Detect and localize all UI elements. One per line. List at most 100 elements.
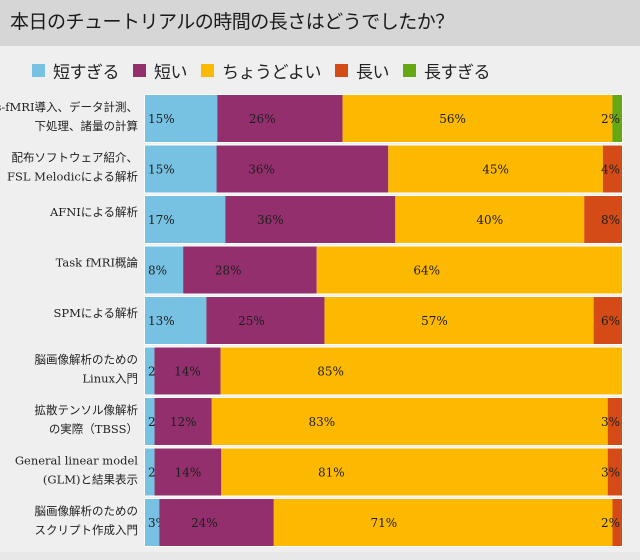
category-label: 配布ソフトウェア紹介、 FSL Melodicによる解析: [7, 151, 138, 184]
category-label: SPMによる解析: [53, 306, 138, 320]
bar-segment: [316, 246, 622, 294]
category-label-line: の実際（TBSS）: [49, 422, 138, 436]
bar-segment: [342, 95, 613, 142]
legend-label: 長すぎる: [424, 62, 491, 83]
legend-item: 長すぎる: [403, 58, 491, 83]
bar-segment: [220, 347, 622, 395]
category-label-line: SPMによる解析: [53, 306, 138, 320]
legend-item: 短すぎる: [32, 58, 120, 83]
value-label: 36%: [257, 213, 284, 227]
category-label: Task fMRI概論: [56, 256, 139, 270]
legend-swatch: [335, 63, 348, 77]
category-label: rs-fMRI導入、データ計測、下処理、諸量の計算: [0, 100, 138, 133]
bar-segment: [607, 448, 622, 496]
value-label: 6%: [601, 314, 620, 328]
bar-segment: [217, 95, 343, 142]
value-label: 71%: [370, 516, 397, 530]
category-label: 拡散テンソル像解析の実際（TBSS）: [35, 403, 139, 436]
bottom-strip: [0, 552, 640, 560]
legend-label: 短い: [154, 62, 188, 83]
bar-segment: [145, 448, 155, 496]
legend-swatch: [201, 63, 214, 77]
bar-segment: [145, 145, 217, 193]
legend-label: 長い: [356, 62, 390, 83]
category-label: General linear model (GLM)と結果表示: [15, 454, 138, 487]
chart-legend: 短すぎる 短い ちょうどよい 長い 長すぎる: [32, 58, 504, 83]
bar-segment: [154, 448, 222, 496]
bar-segment: [206, 297, 325, 344]
category-label-line: 脳画像解析のための: [35, 353, 139, 367]
bar-segment: [154, 347, 221, 395]
category-label-line: (GLM)と結果表示: [43, 473, 138, 487]
value-label: 85%: [317, 365, 344, 379]
bar-segment: [593, 297, 622, 344]
bar-segment: [145, 246, 184, 294]
value-label: 36%: [248, 163, 275, 177]
bar-segment: [395, 196, 585, 243]
category-label-line: rs-fMRI導入、データ計測、: [0, 100, 138, 114]
value-label: 13%: [148, 314, 175, 328]
value-label: 8%: [601, 213, 620, 227]
category-label-line: スクリプト作成入門: [35, 523, 139, 537]
bar-segment: [154, 398, 212, 445]
bar-segment: [216, 145, 389, 193]
value-label: 14%: [175, 466, 202, 480]
value-label: 56%: [439, 112, 466, 126]
bar-segment: [584, 196, 622, 243]
bar-segment: [607, 398, 622, 445]
category-label-line: 下処理、諸量の計算: [35, 119, 139, 133]
category-label: 脳画像解析のためのスクリプト作成入門: [35, 504, 139, 537]
legend-label: 短すぎる: [53, 62, 120, 83]
value-label: 2%: [601, 112, 620, 126]
category-label-line: AFNIによる解析: [49, 205, 138, 219]
legend-item: 長い: [335, 58, 390, 83]
category-label-line: 拡散テンソル像解析: [35, 403, 139, 417]
value-label: 40%: [476, 213, 503, 227]
value-label: 28%: [215, 264, 242, 278]
legend-label: ちょうどよい: [222, 62, 322, 83]
bar-segment: [221, 448, 608, 496]
value-label: 8%: [148, 264, 167, 278]
category-label-line: Linux入門: [82, 372, 138, 386]
value-label: 26%: [249, 112, 276, 126]
chart-title: 本日のチュートリアルの時間の長さはどうでしたか？: [10, 11, 454, 33]
value-label: 64%: [413, 264, 440, 278]
category-label-line: 脳画像解析のための: [35, 504, 139, 518]
value-label: 81%: [318, 466, 345, 480]
chart-header: 本日のチュートリアルの時間の長さはどうでしたか？: [0, 0, 640, 46]
category-label-line: Task fMRI概論: [56, 256, 139, 270]
bar-segment: [145, 196, 226, 243]
bar-segment: [273, 499, 613, 546]
bar-segment: [324, 297, 594, 344]
legend-swatch: [32, 63, 45, 77]
value-label: 25%: [238, 314, 265, 328]
value-label: 83%: [308, 415, 335, 429]
category-label: 脳画像解析のための Linux入門: [35, 353, 139, 386]
legend-swatch: [403, 63, 416, 77]
value-label: 45%: [482, 163, 509, 177]
bar-segment: [145, 398, 155, 445]
bar-segment: [145, 347, 155, 395]
value-label: 15%: [148, 112, 175, 126]
category-label: AFNIによる解析: [49, 205, 138, 219]
bar-segment: [612, 95, 622, 142]
value-label: 57%: [421, 314, 448, 328]
value-label: 3%: [601, 415, 620, 429]
bar-segment: [145, 499, 160, 546]
value-label: 14%: [174, 365, 201, 379]
bar-segment: [225, 196, 396, 243]
value-label: 12%: [170, 415, 197, 429]
bar-segment: [211, 398, 608, 445]
bar-segment: [145, 95, 218, 142]
value-label: 3%: [601, 466, 620, 480]
bar-segment: [183, 246, 317, 294]
category-label-line: General linear model: [15, 454, 138, 468]
value-label: 15%: [148, 163, 175, 177]
category-label-line: FSL Melodicによる解析: [7, 170, 138, 184]
bar-segment: [145, 297, 207, 344]
bar-segment: [159, 499, 274, 546]
value-label: 17%: [148, 213, 175, 227]
legend-item: ちょうどよい: [201, 58, 322, 83]
value-label: 24%: [191, 516, 218, 530]
